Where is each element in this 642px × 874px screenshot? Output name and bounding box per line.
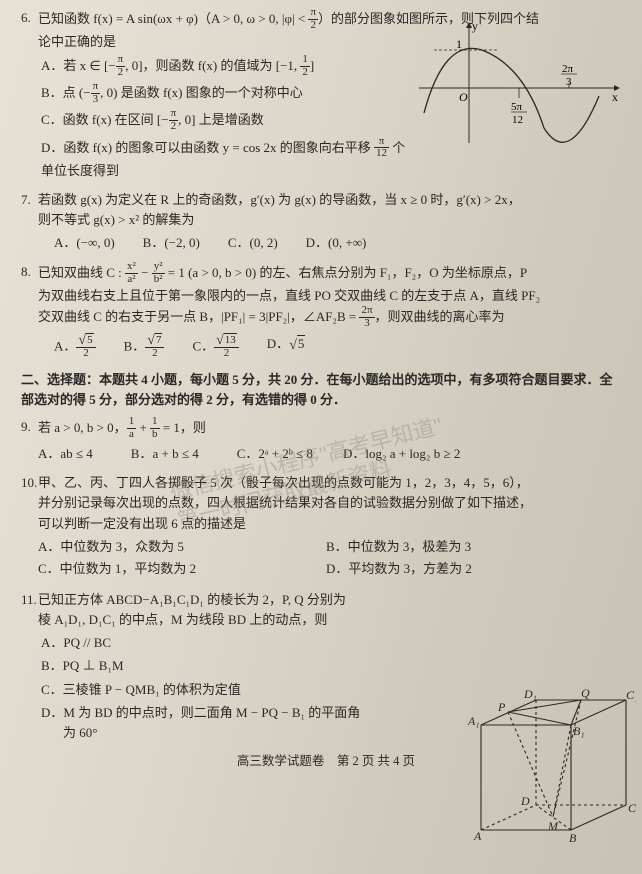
- q11-opt-d: D．M 为 BD 的中点时，则二面角 M − PQ − B₁ 的平面角 为 60…: [38, 703, 428, 743]
- svg-text:A₁: A₁: [467, 714, 480, 728]
- q6-opt-c: C．函数 f(x) 在区间 [−π2, 0] 上是增函数: [38, 109, 408, 133]
- q11-options: A．PQ // BC B．PQ ⊥ B₁M C．三棱锥 P − QMB₁ 的体积…: [38, 633, 428, 743]
- q11-opt-c: C．三棱锥 P − QMB₁ 的体积为定值: [38, 680, 428, 700]
- svg-text:C₁: C₁: [626, 688, 636, 702]
- svg-text:Q: Q: [581, 686, 590, 700]
- svg-text:P: P: [497, 700, 506, 714]
- svg-text:A: A: [473, 829, 482, 843]
- q9-options: A．ab ≤ 4 B．a + b ≤ 4 C．2ᵃ + 2ᵇ ≤ 8 D．log…: [38, 444, 614, 464]
- q8-opt-a: A．√52: [54, 334, 96, 361]
- svg-text:5π: 5π: [511, 101, 523, 113]
- y-axis-label: y: [472, 19, 478, 33]
- q9-opt-b: B．a + b ≤ 4: [131, 444, 199, 464]
- q6-opt-b: B．点 (−π3, 0) 是函数 f(x) 图象的一个对称中心: [38, 82, 408, 106]
- sine-graph: y x O 1 5π 12 2π 3: [414, 18, 624, 148]
- q7-stem: 若函数 g(x) 为定义在 R 上的奇函数，g′(x) 为 g(x) 的导函数，…: [38, 190, 614, 230]
- q10-options: A．中位数为 3，众数为 5 B．中位数为 3，极差为 3 C．中位数为 1，平…: [38, 537, 614, 581]
- q6-options: A．若 x ∈ [−π2, 0]，则函数 f(x) 的值域为 [−1, 12] …: [38, 55, 408, 181]
- q6-text-a: 已知函数 f(x) = A sin(ωx + φ)（A > 0, ω > 0, …: [38, 11, 308, 26]
- q8-stem: 已知双曲线 C : x²a² − y²b² = 1 (a > 0, b > 0)…: [38, 262, 614, 330]
- q8-options: A．√52 B．√72 C．√132 D．√5: [38, 334, 614, 361]
- q10-opt-c: C．中位数为 1，平均数为 2: [38, 559, 326, 579]
- svg-text:3: 3: [566, 76, 572, 88]
- q6-opt-a: A．若 x ∈ [−π2, 0]，则函数 f(x) 的值域为 [−1, 12]: [38, 55, 408, 79]
- x-axis-label: x: [612, 90, 618, 104]
- svg-text:12: 12: [512, 114, 523, 126]
- q11-number: 11.: [21, 590, 37, 610]
- question-10: 10. 甲、乙、丙、丁四人各掷骰子 5 次（骰子每次出现的点数可能为 1，2，3…: [38, 473, 614, 581]
- q10-opt-a: A．中位数为 3，众数为 5: [38, 537, 326, 557]
- q11-opt-b: B．PQ ⊥ B₁M: [38, 656, 428, 676]
- q10-opt-b: B．中位数为 3，极差为 3: [326, 537, 614, 557]
- svg-text:2π: 2π: [562, 63, 574, 75]
- question-9: 9. 若 a > 0, b > 0，1a + 1b = 1，则 A．ab ≤ 4…: [38, 417, 614, 464]
- section-2-title: 二、选择题：本题共 4 小题，每小题 5 分，共 20 分．在每小题给出的选项中…: [21, 370, 614, 410]
- q9-opt-d: D．log₂ a + log₂ b ≥ 2: [343, 444, 460, 464]
- q8-number: 8.: [21, 262, 31, 282]
- q8-opt-d: D．√5: [267, 334, 306, 361]
- q9-stem: 若 a > 0, b > 0，1a + 1b = 1，则: [38, 417, 614, 441]
- q7-opt-a: A．(−∞, 0): [54, 233, 115, 253]
- q10-number: 10.: [21, 473, 37, 493]
- question-8: 8. 已知双曲线 C : x²a² − y²b² = 1 (a > 0, b >…: [38, 262, 614, 361]
- q8-opt-c: C．√132: [192, 334, 238, 361]
- cube-figure: A B C D A₁ B₁ C₁ D₁ P Q M: [456, 685, 636, 845]
- y-tick-1: 1: [456, 37, 462, 51]
- q9-number: 9.: [21, 417, 31, 437]
- svg-text:B: B: [569, 831, 577, 845]
- q7-opt-c: C．(0, 2): [228, 233, 278, 253]
- question-7: 7. 若函数 g(x) 为定义在 R 上的奇函数，g′(x) 为 g(x) 的导…: [38, 190, 614, 253]
- q11-opt-a: A．PQ // BC: [38, 633, 428, 653]
- q6-number: 6.: [21, 8, 31, 28]
- q10-stem: 甲、乙、丙、丁四人各掷骰子 5 次（骰子每次出现的点数可能为 1，2，3，4，5…: [38, 473, 614, 533]
- exam-page: 6. 已知函数 f(x) = A sin(ωx + φ)（A > 0, ω > …: [0, 0, 642, 874]
- q11-stem: 已知正方体 ABCD−A₁B₁C₁D₁ 的棱长为 2，P, Q 分别为 棱 A₁…: [38, 590, 428, 630]
- origin-label: O: [459, 90, 468, 104]
- q7-opt-b: B．(−2, 0): [143, 233, 200, 253]
- q9-opt-c: C．2ᵃ + 2ᵇ ≤ 8: [237, 444, 313, 464]
- svg-text:D: D: [520, 794, 530, 808]
- svg-text:D₁: D₁: [523, 687, 537, 701]
- svg-text:B₁: B₁: [573, 724, 585, 738]
- q9-opt-a: A．ab ≤ 4: [38, 444, 93, 464]
- q7-number: 7.: [21, 190, 31, 210]
- q6-opt-d: D．函数 f(x) 的图象可以由函数 y = cos 2x 的图象向右平移 π1…: [38, 137, 408, 181]
- q10-opt-d: D．平均数为 3，方差为 2: [326, 559, 614, 579]
- svg-text:M: M: [547, 819, 559, 833]
- q8-opt-b: B．√72: [124, 334, 165, 361]
- q7-options: A．(−∞, 0) B．(−2, 0) C．(0, 2) D．(0, +∞): [38, 233, 614, 253]
- svg-text:C: C: [628, 801, 636, 815]
- q7-opt-d: D．(0, +∞): [306, 233, 367, 253]
